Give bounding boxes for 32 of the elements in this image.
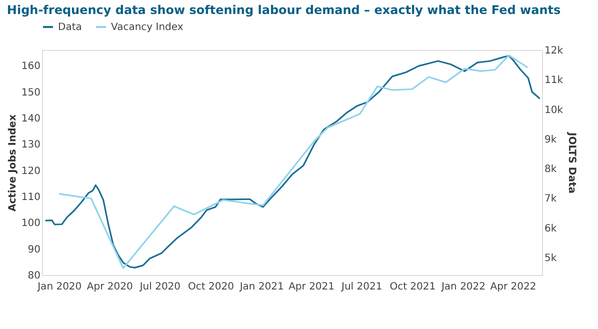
y-tick-label: 160: [21, 61, 40, 72]
y2-tick-label: 11k: [544, 75, 564, 86]
x-tick-label: Oct 2021: [390, 282, 436, 292]
y-tick-label: 110: [21, 192, 40, 204]
chart-title: High-frequency data show softening labour demand – exactly what the Fed wants: [6, 3, 561, 17]
y-axis-title: Active Jobs Index: [7, 114, 18, 212]
y-tick-label: 120: [21, 166, 40, 177]
x-tick-label: Apr 2022: [490, 282, 536, 292]
y-tick-label: 150: [21, 87, 40, 98]
y-tick-label: 130: [21, 140, 40, 151]
x-tick-label: Jan 2022: [440, 282, 486, 292]
x-tick-label: Oct 2020: [188, 282, 234, 292]
x-tick-label: Jan 2021: [238, 282, 284, 292]
y-tick-label: 90: [28, 244, 40, 256]
y-tick-label: 100: [21, 218, 40, 230]
y2-tick-label: 12k: [544, 46, 564, 56]
x-tick-label: Jul 2020: [138, 282, 181, 292]
y2-tick-label: 7k: [544, 194, 557, 205]
y2-tick-label: 5k: [544, 253, 557, 264]
y2-tick-label: 10k: [544, 104, 564, 116]
x-tick-label: Apr 2021: [288, 282, 335, 292]
y2-tick-label: 9k: [544, 134, 557, 146]
legend-label: Vacancy Index: [111, 22, 184, 33]
x-tick-label: Jan 2020: [36, 282, 82, 292]
y-tick-label: 140: [21, 114, 40, 125]
y2-axis-title: JOLTS Data: [566, 131, 578, 194]
y2-tick-label: 6k: [544, 223, 557, 234]
x-tick-label: Apr 2020: [86, 282, 133, 292]
y2-tick-label: 8k: [544, 164, 557, 176]
legend-label: Data: [58, 22, 82, 33]
y-tick-label: 80: [28, 270, 40, 282]
x-tick-label: Jul 2021: [340, 282, 382, 292]
